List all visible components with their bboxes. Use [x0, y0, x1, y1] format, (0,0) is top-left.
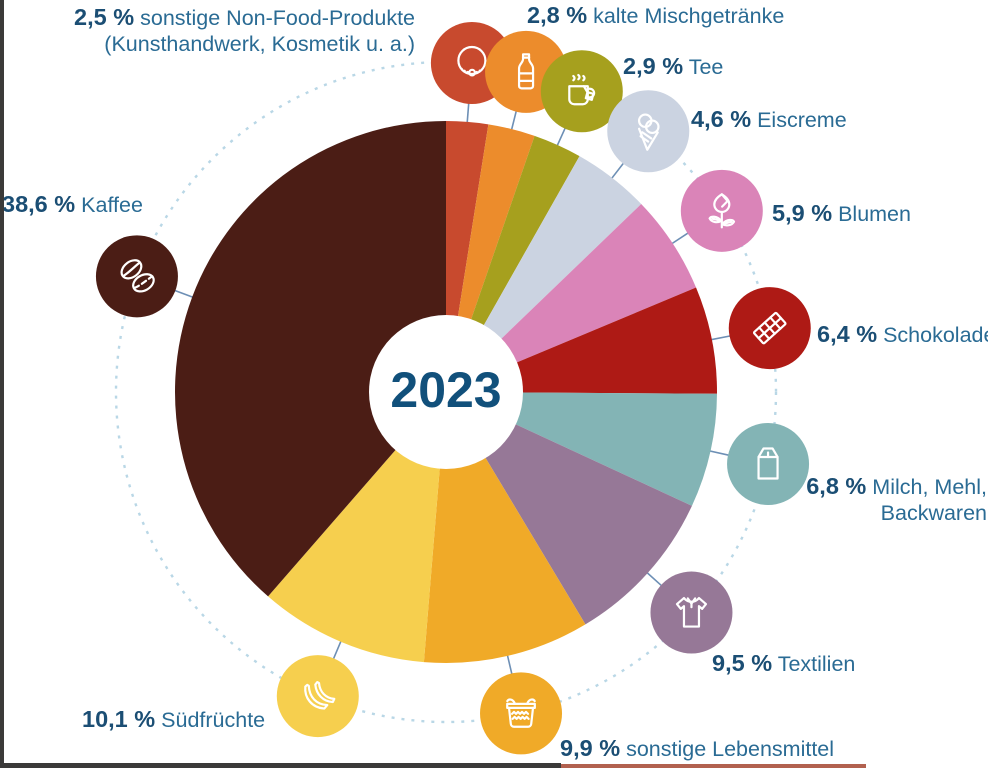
- slice-label-textilien: 9,5 % Textilien: [712, 650, 855, 678]
- pie-slice-kaffee: [175, 121, 446, 597]
- slice-label-kaffee: 38,6 % Kaffee: [2, 191, 143, 219]
- slice-category-line: Schokolade: [883, 323, 988, 347]
- slice-value: 6,4 %: [817, 321, 878, 347]
- donut-hole: [369, 315, 523, 469]
- tea-cup-icon: [568, 73, 596, 106]
- slice-label-eiscreme: 4,6 % Eiscreme: [691, 106, 847, 134]
- pie-slice-suedfruechte: [268, 392, 446, 663]
- screenshot-bottom-edge-accent: [561, 764, 866, 768]
- screenshot-left-edge: [0, 0, 4, 768]
- dashed-guide-ring: [114, 60, 778, 724]
- slice-category-line: Tee: [688, 55, 724, 79]
- slice-category: Kaffee: [81, 193, 143, 217]
- slice-category: Südfrüchte: [161, 708, 265, 732]
- pie-slice-blumen: [446, 204, 697, 392]
- slice-value: 5,9 %: [772, 200, 833, 226]
- slice-value: 2,9 %: [623, 53, 684, 79]
- slice-category: Textilien: [778, 652, 856, 676]
- icon-circle-kaffee: [95, 235, 178, 318]
- necklace-icon: [457, 45, 487, 77]
- slice-category: Milch, Mehl, Backwaren: [872, 475, 987, 525]
- slice-label-kalte_mischgetraenke: 2,8 % kalte Mischgetränke: [527, 2, 784, 30]
- slice-category-line: kalte Mischgetränke: [593, 4, 785, 28]
- slice-category-line: sonstige Lebensmittel: [626, 737, 835, 761]
- slice-label-suedfruechte: 10,1 % Südfrüchte: [82, 706, 265, 734]
- basket-icon: [506, 698, 536, 728]
- slice-category: kalte Mischgetränke: [593, 4, 784, 28]
- icon-circle-textilien: [650, 571, 733, 654]
- shirt-icon: [675, 596, 708, 628]
- bottle-icon: [517, 53, 535, 90]
- slice-category-line: Milch, Mehl,: [872, 475, 987, 499]
- slice-value: 6,8 %: [806, 473, 867, 499]
- slice-category-line: Textilien: [777, 652, 856, 676]
- slice-label-schokolade: 6,4 % Schokolade: [817, 321, 988, 349]
- slice-category: sonstige Non-Food-Produkte (Kunsthandwerk…: [104, 6, 415, 56]
- slice-category: Tee: [689, 55, 724, 79]
- slice-value: 38,6 %: [2, 191, 76, 217]
- slice-value: 2,5 %: [74, 4, 135, 30]
- slice-label-sonstige_lebensmittel: 9,9 % sonstige Lebensmittel: [560, 735, 834, 763]
- slice-value: 2,8 %: [527, 2, 588, 28]
- slice-category: Eiscreme: [757, 108, 847, 132]
- rose-icon: [708, 193, 736, 229]
- bananas-icon: [304, 680, 336, 710]
- slice-category-line: (Kunsthandwerk, Kosmetik u. a.): [104, 31, 415, 56]
- slice-label-non_food: 2,5 % sonstige Non-Food-Produkte (Kunstha…: [74, 4, 415, 57]
- slice-category-line: Blumen: [838, 202, 911, 226]
- icon-circle-milch_mehl_backwaren: [727, 422, 810, 505]
- slice-value: 9,9 %: [560, 735, 621, 761]
- slice-category: Schokolade: [883, 323, 988, 347]
- pie-slice-textilien: [446, 392, 692, 625]
- slice-category: sonstige Lebensmittel: [626, 737, 834, 761]
- slice-category-line: Kaffee: [81, 193, 143, 217]
- icon-circle-suedfruechte: [276, 655, 359, 738]
- slice-label-blumen: 5,9 % Blumen: [772, 200, 911, 228]
- slice-value: 9,5 %: [712, 650, 773, 676]
- icon-circle-tee: [540, 50, 623, 133]
- slice-category-line: sonstige Non-Food-Produkte: [140, 6, 415, 30]
- screenshot-bottom-edge: [0, 763, 561, 768]
- slice-value: 10,1 %: [82, 706, 156, 732]
- slice-value: 4,6 %: [691, 106, 752, 132]
- slice-category-line: Backwaren: [880, 500, 987, 525]
- chart-year-label: 2023: [390, 362, 502, 418]
- slice-label-tee: 2,9 % Tee: [623, 53, 723, 81]
- milk-carton-icon: [757, 447, 779, 480]
- coffee-beans-icon: [120, 259, 155, 293]
- ice-cream-icon: [637, 113, 660, 151]
- slice-category: Blumen: [838, 202, 911, 226]
- chocolate-icon: [752, 311, 787, 345]
- slice-category-line: Eiscreme: [757, 108, 847, 132]
- slice-label-milch_mehl_backwaren: 6,8 % Milch, Mehl, Backwaren: [806, 473, 987, 526]
- slice-category-line: Südfrüchte: [161, 708, 266, 732]
